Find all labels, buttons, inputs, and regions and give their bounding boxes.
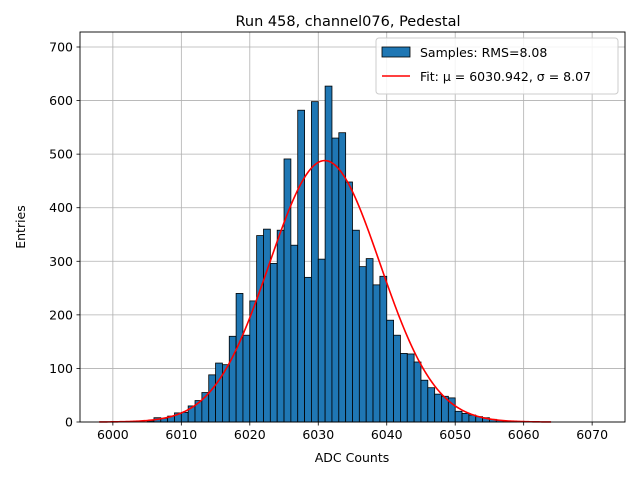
histogram-bar: [372, 284, 381, 423]
x-tick-label: 6040: [371, 427, 403, 442]
histogram-bar: [413, 361, 422, 423]
legend-swatch-samples: [381, 46, 411, 58]
y-tick-label: 100: [49, 361, 73, 376]
histogram-bar: [311, 101, 319, 423]
y-tick-label: 200: [49, 307, 73, 322]
histogram-bar: [256, 235, 264, 423]
histogram-bar: [358, 266, 367, 423]
y-tick-label: 700: [49, 40, 73, 55]
legend-box: [375, 37, 619, 95]
x-axis-label: ADC Counts: [315, 450, 390, 465]
axis-ticks: 6000 6010 6020 6030 6040 6050 6060 6070 0 100 200 3…: [49, 40, 608, 443]
x-tick-label: 6020: [234, 427, 266, 442]
histogram-bar: [352, 229, 360, 423]
histogram-bar: [290, 244, 299, 423]
legend-label-fit: Fit: μ = 6030.942, σ = 8.07: [420, 69, 591, 84]
histogram-bar: [365, 258, 374, 423]
histogram-bar: [304, 276, 312, 423]
histogram-bar: [427, 387, 436, 423]
y-tick-label: 600: [49, 93, 73, 108]
x-tick-label: 6060: [508, 427, 540, 442]
histogram-bar: [249, 300, 258, 423]
histogram-bar: [400, 353, 408, 423]
histogram-bar: [324, 85, 333, 423]
legend-label-samples: Samples: RMS=8.08: [420, 45, 547, 60]
histogram-bar: [420, 379, 429, 423]
chart-title: Run 458, channel076, Pedestal: [235, 14, 460, 30]
y-axis-label: Entries: [13, 205, 28, 249]
histogram-bar: [406, 353, 415, 423]
histogram-bar: [215, 362, 223, 423]
y-tick-label: 300: [49, 254, 73, 269]
histogram-bar: [393, 334, 401, 423]
histogram-bar: [276, 229, 285, 423]
histogram-bar: [180, 411, 189, 423]
histogram-bar: [434, 393, 442, 423]
legend: Samples: RMS=8.08 Fit: μ = 6030.942, σ =…: [375, 37, 619, 95]
histogram-bar: [297, 109, 305, 423]
histogram-bar: [235, 293, 244, 423]
histogram-bar: [283, 158, 292, 423]
histogram-bar: [208, 374, 216, 423]
x-tick-label: 6010: [165, 427, 197, 442]
histogram-bar: [386, 319, 394, 423]
histogram-bar: [228, 335, 237, 423]
x-tick-label: 6000: [97, 427, 129, 442]
histogram-bar: [345, 181, 353, 423]
plot-frame: [79, 31, 626, 423]
histogram-bar: [454, 410, 463, 423]
y-tick-label: 500: [49, 147, 73, 162]
x-tick-label: 6030: [302, 427, 334, 442]
histogram-bar: [379, 275, 388, 423]
histogram-bar: [317, 258, 326, 423]
y-tick-label: 0: [65, 415, 73, 430]
x-tick-label: 6050: [439, 427, 471, 442]
x-tick-label: 6070: [576, 427, 608, 442]
y-tick-label: 400: [49, 200, 73, 215]
histogram-bar: [461, 413, 470, 423]
histogram-bar: [263, 228, 271, 423]
histogram-bar: [269, 263, 278, 423]
histogram-bar: [331, 137, 340, 423]
histogram-bar: [242, 334, 251, 423]
fit-curve: [99, 159, 552, 423]
